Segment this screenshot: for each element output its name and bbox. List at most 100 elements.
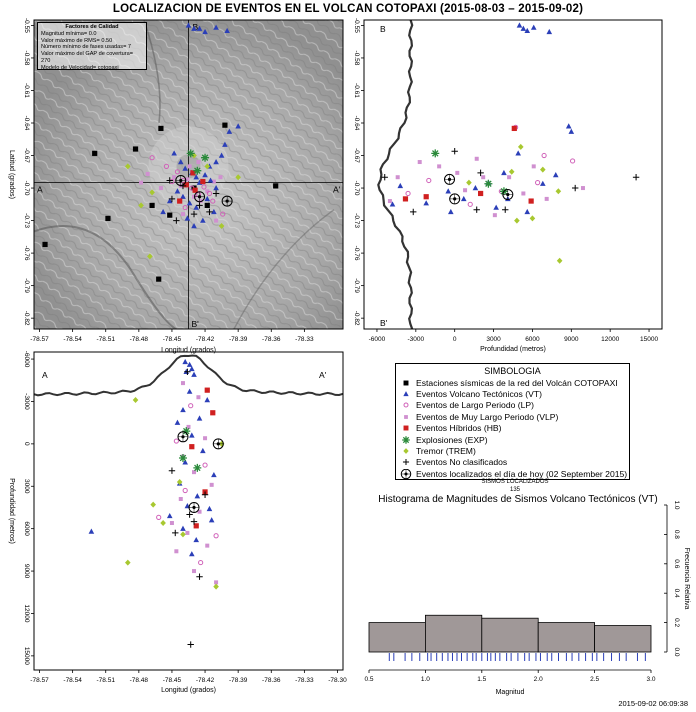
marker-vt [204, 397, 211, 403]
y-tick-label: -0.70 [23, 181, 30, 196]
legend-symbol-svg [400, 468, 412, 479]
quality-line: Número mínimo de fases usadas= 7 [41, 44, 132, 51]
marker-vt [213, 24, 219, 30]
marker-trem [204, 163, 211, 170]
marker-lp [182, 204, 188, 211]
x-tick-label: 2.5 [590, 676, 599, 683]
marker-vlp [463, 188, 468, 193]
y-tick-label: -6000 [23, 351, 30, 368]
marker-today [175, 174, 187, 186]
map-points [42, 22, 279, 282]
legend-symbol-svg [402, 435, 410, 444]
marker-nc [571, 184, 579, 192]
marker-vt [88, 528, 95, 534]
marker-vt [218, 152, 225, 158]
marker-vt [189, 432, 195, 438]
y-tick-label: -0.55 [353, 18, 360, 33]
marker-nc [186, 511, 193, 518]
y-tick-label: -0.70 [353, 181, 360, 196]
section-a-panel: A A' -78.57 -78.54 -78.51 -78.48 -78.45 -78.42 -… [8, 351, 347, 694]
marker-vlp [417, 160, 422, 165]
x-tick-label: 2.0 [534, 676, 543, 683]
legend-symbol-svg [403, 425, 409, 431]
marker-today-cross [194, 191, 205, 202]
legend-title: SIMBOLOGIA [484, 366, 541, 376]
marker-lp [202, 462, 208, 468]
marker-lp [535, 180, 541, 186]
x-tick-label: 15000 [640, 336, 658, 343]
marker-today [502, 189, 514, 201]
marker-exp [201, 153, 210, 162]
marker-vlp [197, 509, 202, 514]
x-tick-label: -78.42 [196, 336, 215, 343]
y-tick-label: -0.82 [23, 311, 30, 326]
marker-vlp [203, 436, 208, 441]
marker-vt [516, 22, 523, 28]
marker-vt [204, 195, 211, 202]
y-tick-label: 1.0 [673, 500, 680, 509]
legend-label: Eventos de Largo Periodo (LP) [416, 400, 534, 411]
marker-trem [138, 202, 144, 209]
legend-item: Tremor (TREM) [396, 445, 629, 456]
x-tick-label: 1.0 [421, 676, 430, 683]
marker-trem [149, 189, 155, 196]
y-tick-label: -0.79 [23, 278, 30, 293]
label-b-prime: B' [380, 318, 388, 328]
marker-vt [207, 177, 214, 183]
marker-nc [173, 217, 180, 224]
marker-nc [168, 467, 176, 474]
marker-today-cross [444, 174, 455, 185]
marker-vt [194, 493, 201, 499]
marker-vlp [544, 196, 549, 201]
sismos-label: SISMOS LOCALIZADOS [481, 479, 549, 485]
marker-vt [565, 123, 572, 129]
y-tick-label: 3000 [23, 479, 30, 494]
marker-vt [445, 188, 452, 194]
y-tick-label: -0.64 [23, 116, 30, 131]
x-tick-label: 0 [453, 336, 457, 343]
marker-vlp [180, 212, 185, 217]
y-tick-label: -0.58 [23, 51, 30, 66]
x-tick-label: -78.45 [163, 677, 182, 684]
map-xlabel: Longitud (grados) [161, 347, 216, 354]
y-tick-label: 0.4 [673, 589, 680, 598]
marker-vt [524, 208, 531, 215]
legend-label: Explosiones (EXP) [416, 434, 488, 445]
legend-symbol [400, 446, 412, 456]
legend-item: Eventos Híbridos (HB) [396, 423, 629, 434]
marker-hb [511, 125, 517, 132]
marker-vt [177, 159, 184, 165]
marker-nc [190, 210, 198, 218]
y-tick-label: -0.61 [23, 83, 30, 98]
marker-vt [180, 525, 186, 531]
marker-hb [177, 198, 183, 204]
marker-vlp [437, 164, 442, 169]
marker-trem [235, 174, 241, 181]
legend-item: Estaciones sísmicas de la red del Volcán… [396, 377, 629, 388]
x-tick-label: -3000 [408, 336, 425, 343]
y-tick-label: 0.6 [673, 559, 680, 568]
marker-vlp [180, 381, 185, 386]
x-tick-label: -78.57 [30, 336, 49, 343]
marker-trem [125, 559, 131, 566]
histogram-panel: 0.5 1.0 1.5 2.0 2.5 3.0 Magnitud 0.0 0.2 0.4 0.6 0.… [364, 500, 690, 696]
marker-vt [493, 204, 499, 210]
y-tick-label: -0.67 [23, 148, 30, 163]
marker-vlp [196, 395, 201, 400]
marker-st [105, 215, 111, 222]
valley-line [34, 225, 184, 329]
marker-vt [182, 459, 188, 465]
y-tick-label: -0.76 [23, 246, 30, 261]
sismos-count: 135 [509, 487, 520, 493]
marker-vlp [218, 175, 223, 180]
marker-vlp [492, 213, 497, 218]
x-tick-label: -78.36 [262, 336, 281, 343]
marker-vlp [455, 170, 460, 175]
marker-lp [149, 155, 155, 161]
marker-nc [212, 190, 220, 197]
marker-vt [202, 172, 208, 178]
section-b-panel: B B' -6000 -3000 0 3000 6000 9000 12000 15000 -0.5… [353, 18, 663, 353]
marker-vlp [192, 470, 197, 475]
marker-vt [501, 169, 507, 176]
y-tick-label: -0.82 [353, 311, 360, 326]
